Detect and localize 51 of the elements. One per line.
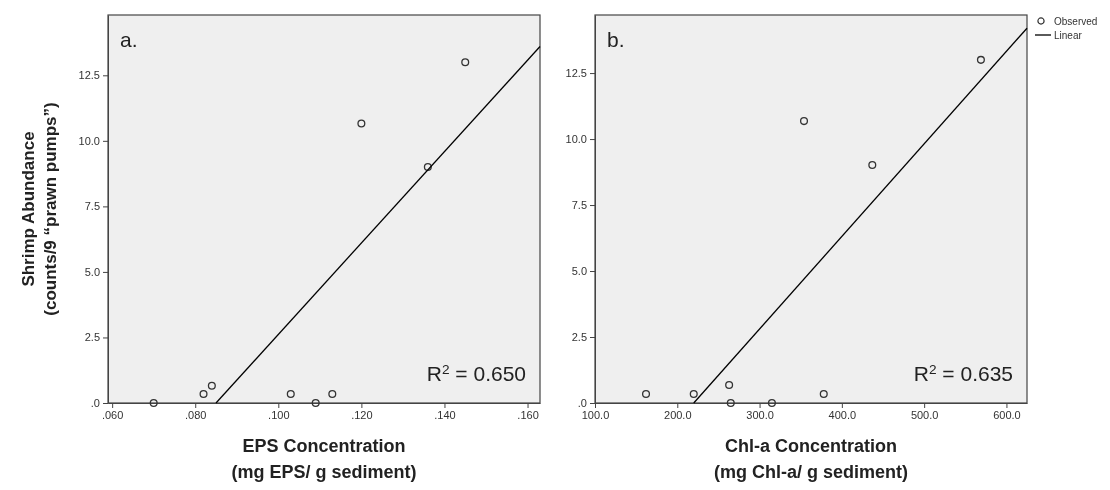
- point: [725, 381, 734, 390]
- x-tick-label: .080: [185, 408, 207, 421]
- point: [641, 390, 651, 399]
- annotation: b.: [607, 28, 625, 51]
- x-tick-label: 200.0: [664, 408, 692, 421]
- x-tick-label: .120: [351, 408, 373, 421]
- x-tick-label: 500.0: [910, 408, 939, 421]
- point: [311, 398, 320, 408]
- y-tick-label: 10.0: [565, 133, 587, 146]
- x-tick-label: .140: [434, 408, 456, 421]
- y-tick-label: .0: [90, 397, 100, 410]
- point: [149, 398, 158, 408]
- point: [689, 390, 698, 399]
- x-tick-label: .100: [268, 408, 290, 421]
- legend-label: Observed: [1054, 16, 1098, 27]
- point: [423, 163, 432, 172]
- x-tick-label: .160: [517, 408, 539, 421]
- x-tick-label: .060: [101, 408, 124, 421]
- point: [286, 390, 295, 399]
- x-tick-label: 100.0: [581, 408, 610, 421]
- x-tick-label: 600.0: [993, 408, 1021, 421]
- y-tick-label: 7.5: [571, 199, 587, 212]
- x-axis-title: EPS Concentration (mg EPS/ g sediment): [231, 436, 417, 482]
- point: [767, 398, 776, 408]
- y-tick-label: 12.5: [565, 67, 587, 80]
- point: [976, 55, 985, 64]
- point: [799, 117, 809, 126]
- x-tick-label: 300.0: [746, 408, 774, 421]
- y-tick-label: 12.5: [78, 69, 100, 82]
- x-tick-label: 400.0: [828, 408, 857, 421]
- y-tick-label: 7.5: [84, 200, 100, 213]
- point: [461, 58, 470, 67]
- y-tick-label: 2.5: [571, 331, 587, 344]
- legend-label: Linear: [1054, 30, 1083, 41]
- annotation: R$^{2}$ = 0.650: [426, 361, 526, 385]
- point: [207, 381, 216, 390]
- x-axis-title: Chl-a Concentration (mg Chl-a/ g sediment): [713, 436, 909, 482]
- point: [868, 160, 877, 169]
- y-tick-label: 5.0: [84, 265, 100, 278]
- point: [199, 390, 208, 399]
- y-tick-label: 2.5: [84, 331, 100, 344]
- y-tick-label: 10.0: [78, 134, 100, 147]
- point: [819, 390, 828, 399]
- annotation: a.: [120, 28, 138, 51]
- point: [726, 398, 735, 408]
- y-tick-label: .0: [577, 397, 587, 410]
- y-tick-label: 5.0: [571, 265, 587, 278]
- y-axis-title: Shrimp Abundance (counts/9 “prawn pumps”): [19, 102, 60, 316]
- point: [328, 390, 337, 399]
- point: [357, 119, 366, 128]
- annotation: R$^{2}$ = 0.635: [913, 361, 1013, 385]
